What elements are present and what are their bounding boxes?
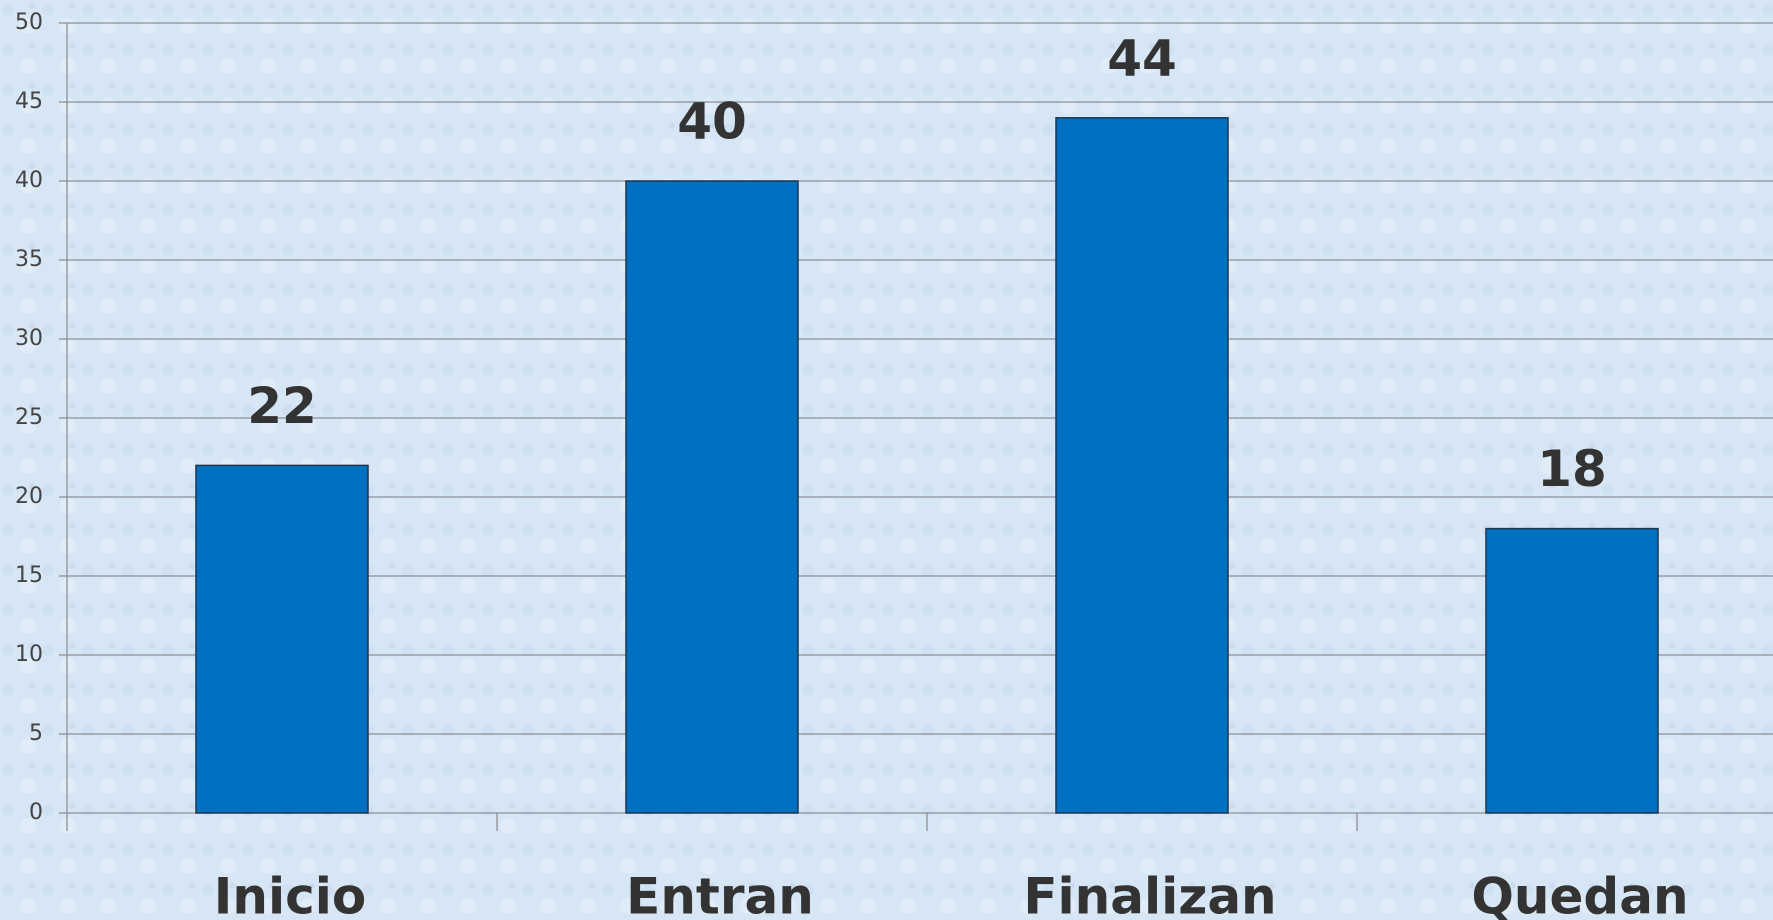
y-tick-label: 30: [15, 326, 43, 351]
data-label: 40: [677, 93, 747, 151]
bar: [1485, 527, 1659, 814]
data-label: 18: [1537, 440, 1607, 498]
x-tick-label: Finalizan: [1023, 868, 1276, 920]
bar: [195, 464, 369, 814]
y-tick-label: 20: [15, 484, 43, 509]
y-tick-label: 15: [15, 563, 43, 588]
y-tick-label: 50: [15, 10, 43, 35]
y-tick-label: 0: [29, 800, 43, 825]
x-tick-label: Entran: [626, 868, 814, 920]
data-label: 22: [247, 377, 317, 435]
bar: [625, 180, 799, 814]
y-tick-label: 25: [15, 405, 43, 430]
y-tick-label: 10: [15, 642, 43, 667]
y-tick-label: 45: [15, 89, 43, 114]
x-tick-label: Inicio: [214, 868, 366, 920]
bar: [1055, 117, 1229, 814]
y-tick-label: 5: [29, 721, 43, 746]
x-tick-label: Quedan: [1471, 868, 1688, 920]
y-tick-label: 40: [15, 168, 43, 193]
y-tick-label: 35: [15, 247, 43, 272]
data-label: 44: [1107, 29, 1177, 87]
